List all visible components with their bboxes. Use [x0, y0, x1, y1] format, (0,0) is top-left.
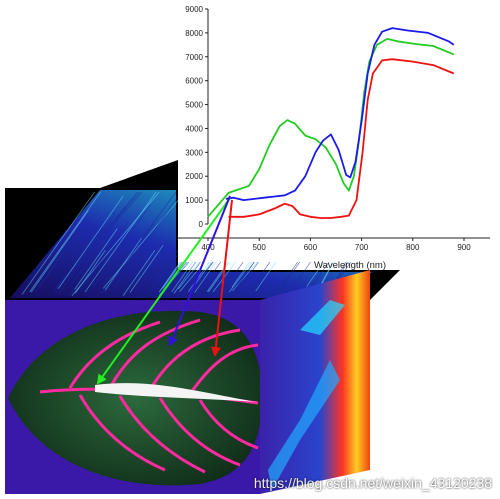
y-tick-label: 2000 [185, 172, 203, 181]
blue-arrow [168, 195, 231, 347]
x-tick-label: 700 [355, 243, 369, 252]
y-tick-label: 0 [199, 220, 204, 229]
cube-top-spectral-texture [10, 190, 372, 298]
y-tick-label: 9000 [185, 5, 203, 14]
texture-streak [74, 228, 118, 290]
texture-streak [69, 248, 104, 296]
x-axis-title: Wavelength (nm) [314, 260, 386, 271]
leaf-midrib-light [95, 383, 256, 402]
annotation-arrows [96, 195, 233, 385]
texture-streak [71, 191, 160, 296]
texture-streak [69, 205, 127, 287]
texture-streak [29, 191, 101, 293]
y-tick-label: 4000 [185, 124, 203, 133]
series-line-1 [207, 38, 455, 218]
y-tick-label: 8000 [185, 29, 203, 38]
x-tick-label: 800 [406, 243, 420, 252]
texture-streak [101, 245, 131, 287]
texture-streak [34, 231, 78, 293]
texture-streak [92, 204, 151, 288]
cube-side-bands [268, 300, 345, 490]
texture-streak [75, 250, 106, 294]
x-tick-label: 600 [304, 243, 318, 252]
x-tick-label: 900 [457, 243, 471, 252]
texture-streak [39, 239, 74, 288]
texture-streak [104, 238, 142, 291]
texture-streak [57, 195, 124, 289]
y-tick-label: 3000 [185, 148, 203, 157]
plot-background [178, 6, 490, 262]
y-tick-label: 1000 [185, 196, 203, 205]
red-arrow [210, 199, 233, 357]
texture-streak [122, 250, 156, 296]
y-tick-label: 5000 [185, 101, 203, 110]
y-tick-label: 7000 [185, 53, 203, 62]
hypercube [5, 160, 400, 494]
x-tick-label: 500 [253, 243, 267, 252]
series-line-2 [225, 27, 455, 201]
y-tick-label: 6000 [185, 77, 203, 86]
watermark-text: https://blog.csdn.net/weixin_43120238 [253, 475, 492, 491]
texture-streak [129, 245, 164, 293]
texture-streak [104, 223, 154, 293]
texture-streak [53, 191, 143, 292]
texture-streak [30, 210, 89, 293]
y-axis-ticks: 0 1000 2000 3000 4000 5000 6000 7000 8000 9000 [185, 5, 208, 229]
series-layer [207, 27, 455, 219]
texture-streak [84, 191, 157, 293]
cube-side-face [260, 270, 370, 494]
texture-streak [79, 222, 129, 291]
series-line-3 [228, 58, 455, 219]
green-arrow [96, 197, 231, 385]
chart-axes [178, 9, 490, 239]
texture-streak [114, 192, 181, 288]
texture-streak [102, 191, 186, 289]
texture-streak [21, 191, 95, 295]
texture-streak [58, 212, 116, 294]
